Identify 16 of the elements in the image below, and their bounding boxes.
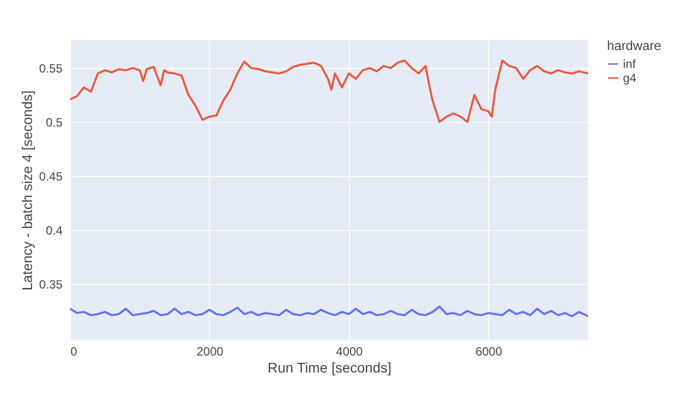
x-tick-label: 6000 bbox=[475, 344, 502, 358]
x-axis-title: Run Time [seconds] bbox=[268, 360, 392, 376]
line-series bbox=[69, 306, 589, 318]
y-axis-title: Latency - batch size 4 [seconds] bbox=[19, 90, 36, 290]
legend-title: hardware bbox=[607, 38, 662, 53]
y-tick-label: 0.4 bbox=[46, 223, 63, 238]
x-tick-label: 2000 bbox=[196, 344, 224, 358]
y-tick-label: 0.55 bbox=[39, 62, 63, 76]
x-tick-label: 0 bbox=[70, 344, 78, 358]
y-tick-label: 0.5 bbox=[46, 116, 63, 130]
y-tick-label: 0.45 bbox=[39, 169, 63, 184]
legend-label: inf bbox=[623, 57, 636, 71]
y-tick-label: 0.35 bbox=[39, 277, 63, 292]
line-series bbox=[69, 60, 589, 124]
x-tick-label: 4000 bbox=[336, 344, 364, 358]
legend-label: g4 bbox=[623, 71, 637, 85]
